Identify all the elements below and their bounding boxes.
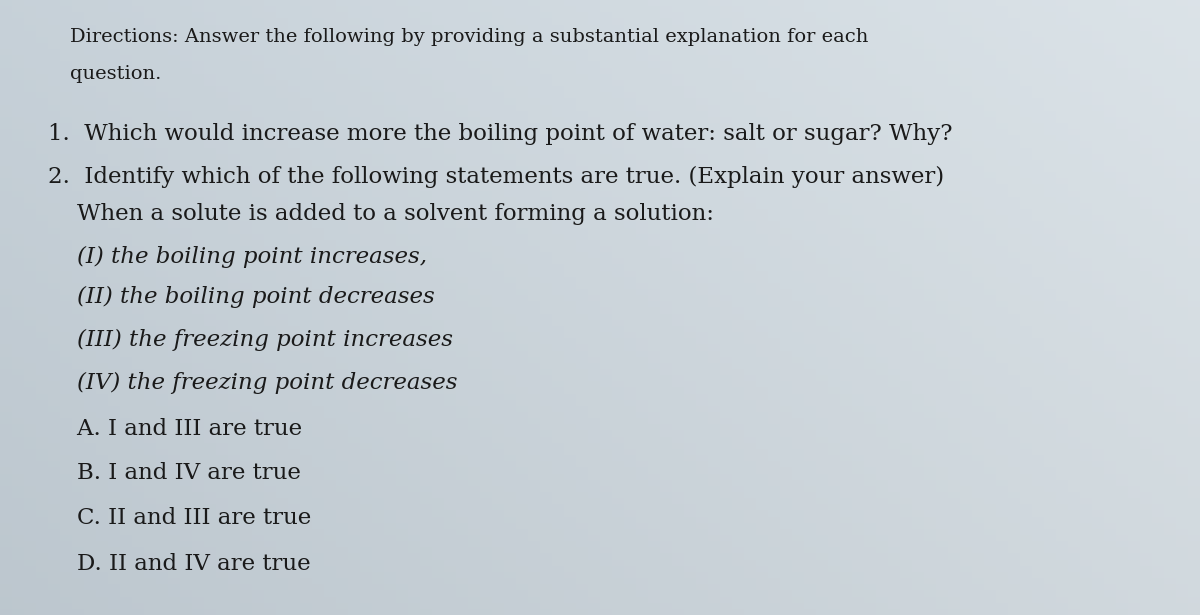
Text: B. I and IV are true: B. I and IV are true [48,462,301,485]
Text: question.: question. [70,65,161,82]
Text: 2.  Identify which of the following statements are true. (Explain your answer): 2. Identify which of the following state… [48,166,944,188]
Text: D. II and IV are true: D. II and IV are true [48,554,311,576]
Text: When a solute is added to a solvent forming a solution:: When a solute is added to a solvent form… [48,203,714,225]
Text: 1.  Which would increase more the boiling point of water: salt or sugar? Why?: 1. Which would increase more the boiling… [48,123,953,145]
Text: Directions: Answer the following by providing a substantial explanation for each: Directions: Answer the following by prov… [70,28,868,46]
Text: (I) the boiling point increases,: (I) the boiling point increases, [48,246,427,268]
Text: (II) the boiling point decreases: (II) the boiling point decreases [48,286,434,308]
Text: A. I and III are true: A. I and III are true [48,418,302,440]
Text: C. II and III are true: C. II and III are true [48,507,311,530]
Text: (III) the freezing point increases: (III) the freezing point increases [48,329,454,351]
Text: (IV) the freezing point decreases: (IV) the freezing point decreases [48,372,457,394]
